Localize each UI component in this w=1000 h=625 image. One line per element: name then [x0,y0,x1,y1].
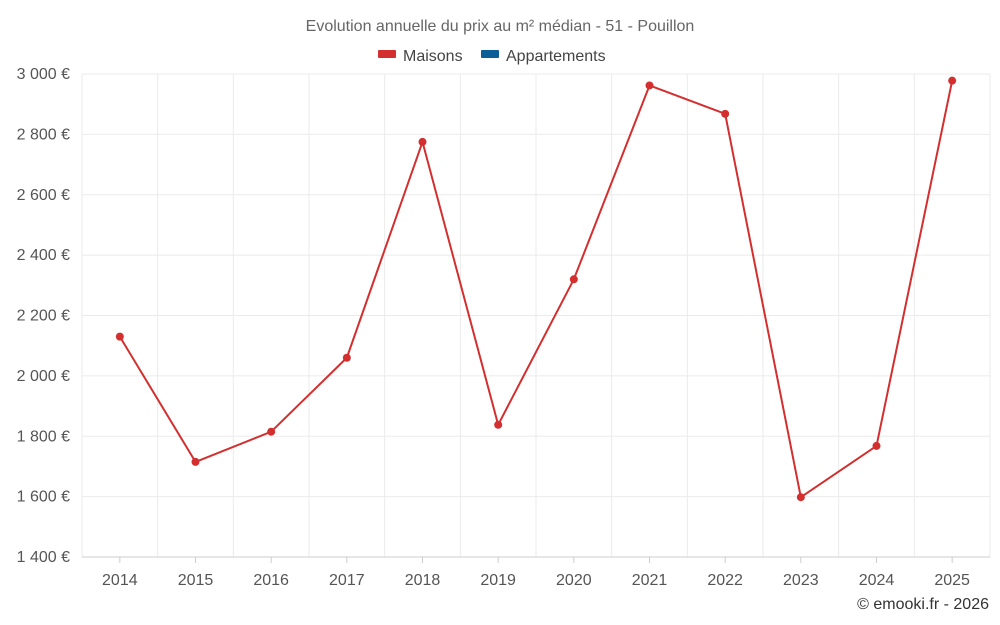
y-tick-label: 2 000 € [17,368,70,385]
series-line-maisons [118,80,954,499]
legend-swatch-maisons [378,50,396,58]
x-tick-label: 2018 [405,572,441,589]
x-tick-label: 2016 [253,572,289,589]
legend-item-appartements[interactable]: Appartements [481,48,606,65]
x-tick-label: 2014 [102,572,138,589]
y-tick-label: 2 600 € [17,187,70,204]
legend-label-maisons: Maisons [403,48,463,65]
chart-title: Evolution annuelle du prix au m² médian … [306,18,695,35]
series-maisons [115,76,957,502]
legend: Maisons Appartements [378,48,606,65]
x-tick-label: 2019 [480,572,516,589]
data-point[interactable] [721,109,730,118]
data-point[interactable] [569,275,578,284]
legend-swatch-appartements [481,50,499,58]
gridlines [81,73,991,558]
data-point[interactable] [191,457,200,466]
y-axis: 1 400 € 1 600 € 1 800 € 2 000 € 2 200 € 2 400… [17,66,70,566]
data-point[interactable] [418,137,427,146]
x-tick-label: 2022 [707,572,743,589]
legend-item-maisons[interactable]: Maisons [378,48,463,65]
x-tick-label: 2025 [934,572,970,589]
x-tick-label: 2017 [329,572,365,589]
data-point[interactable] [267,427,276,436]
data-point[interactable] [872,441,881,450]
x-tick-label: 2023 [783,572,819,589]
x-tick-label: 2021 [632,572,668,589]
y-tick-label: 3 000 € [17,66,70,83]
data-point[interactable] [494,420,503,429]
y-tick-label: 1 800 € [17,428,70,445]
x-axis: 2014 2015 2016 2017 2018 2019 2020 2021 2022 2023… [82,556,990,589]
data-point[interactable] [342,353,351,362]
x-tick-label: 2024 [859,572,895,589]
credit-text[interactable]: © emooki.fr - 2026 [857,596,989,613]
data-point[interactable] [645,81,654,90]
y-tick-label: 1 400 € [17,549,70,566]
data-point[interactable] [948,76,957,85]
y-tick-label: 2 800 € [17,126,70,143]
data-point[interactable] [115,332,124,341]
y-tick-label: 2 400 € [17,247,70,264]
data-point[interactable] [796,493,805,502]
legend-label-appartements: Appartements [506,48,606,65]
x-tick-label: 2015 [178,572,214,589]
x-tick-label: 2020 [556,572,592,589]
y-tick-label: 1 600 € [17,489,70,506]
y-tick-label: 2 200 € [17,308,70,325]
